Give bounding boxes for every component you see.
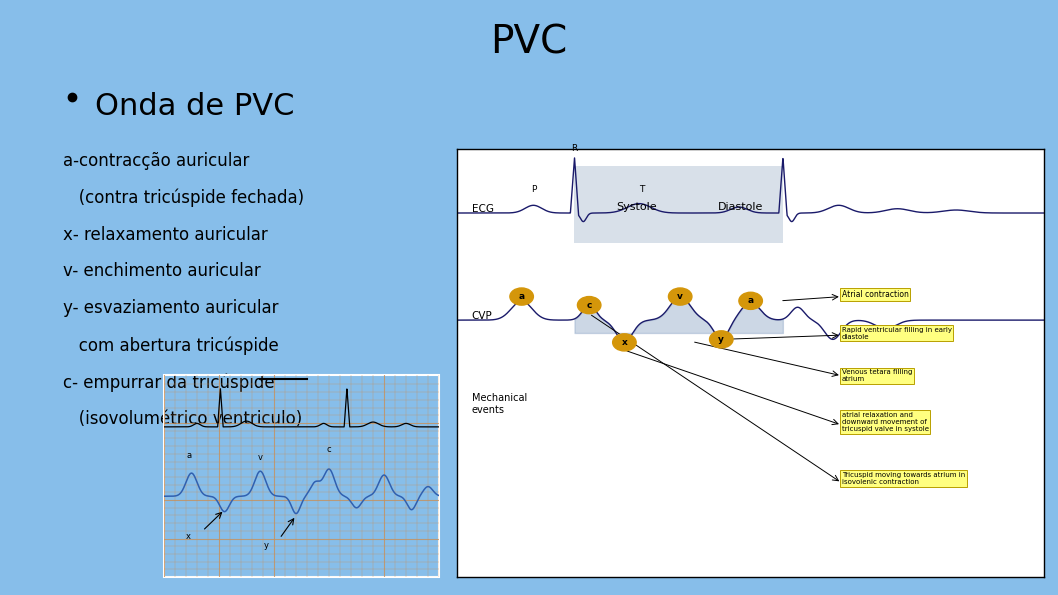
Text: v- enchimento auricular: v- enchimento auricular <box>63 262 261 280</box>
Text: Rapid ventricular filling in early
diastole: Rapid ventricular filling in early diast… <box>842 327 951 340</box>
Text: Mechanical
events: Mechanical events <box>472 393 527 415</box>
Text: c- empurrar da tricúspide: c- empurrar da tricúspide <box>63 373 275 392</box>
Text: Atrial contraction: Atrial contraction <box>842 290 909 299</box>
Circle shape <box>510 288 533 305</box>
Bar <box>698 166 783 243</box>
Text: Diastole: Diastole <box>718 202 764 212</box>
Circle shape <box>578 296 601 314</box>
Text: c: c <box>586 300 591 309</box>
Circle shape <box>669 288 692 305</box>
Text: R: R <box>571 144 578 153</box>
Text: (isovolumétrico ventriculo): (isovolumétrico ventriculo) <box>63 410 303 428</box>
Text: atrial relaxation and
downward movement of
tricuspid valve in systole: atrial relaxation and downward movement … <box>842 412 929 432</box>
Text: a: a <box>748 296 753 305</box>
Text: y: y <box>263 541 269 550</box>
Bar <box>574 166 698 243</box>
Text: y: y <box>718 335 725 344</box>
Circle shape <box>613 334 636 351</box>
Text: ECG: ECG <box>472 203 494 214</box>
Text: x: x <box>186 531 191 541</box>
Text: Systole: Systole <box>616 202 656 212</box>
Text: x- relaxamento auricular: x- relaxamento auricular <box>63 226 269 243</box>
Text: x: x <box>621 338 627 347</box>
Text: (contra tricúspide fechada): (contra tricúspide fechada) <box>63 189 305 207</box>
Text: y- esvaziamento auricular: y- esvaziamento auricular <box>63 299 279 317</box>
Text: a: a <box>518 292 525 301</box>
Text: a-contracção auricular: a-contracção auricular <box>63 152 250 170</box>
Circle shape <box>710 331 733 348</box>
Text: PVC: PVC <box>490 24 568 62</box>
Text: Tricuspid moving towards atrium in
isovolenic contraction: Tricuspid moving towards atrium in isovo… <box>842 472 965 485</box>
Circle shape <box>738 292 763 309</box>
Text: com abertura tricúspide: com abertura tricúspide <box>63 336 279 355</box>
Text: Onda de PVC: Onda de PVC <box>95 92 295 121</box>
Text: a: a <box>186 450 191 460</box>
Text: Venous tetara filling
atrium: Venous tetara filling atrium <box>842 369 912 383</box>
Text: P: P <box>531 184 536 193</box>
Text: c: c <box>327 445 331 454</box>
Text: v: v <box>258 453 262 462</box>
Text: CVP: CVP <box>472 311 492 321</box>
Text: v: v <box>677 292 683 301</box>
Text: T: T <box>639 184 644 193</box>
